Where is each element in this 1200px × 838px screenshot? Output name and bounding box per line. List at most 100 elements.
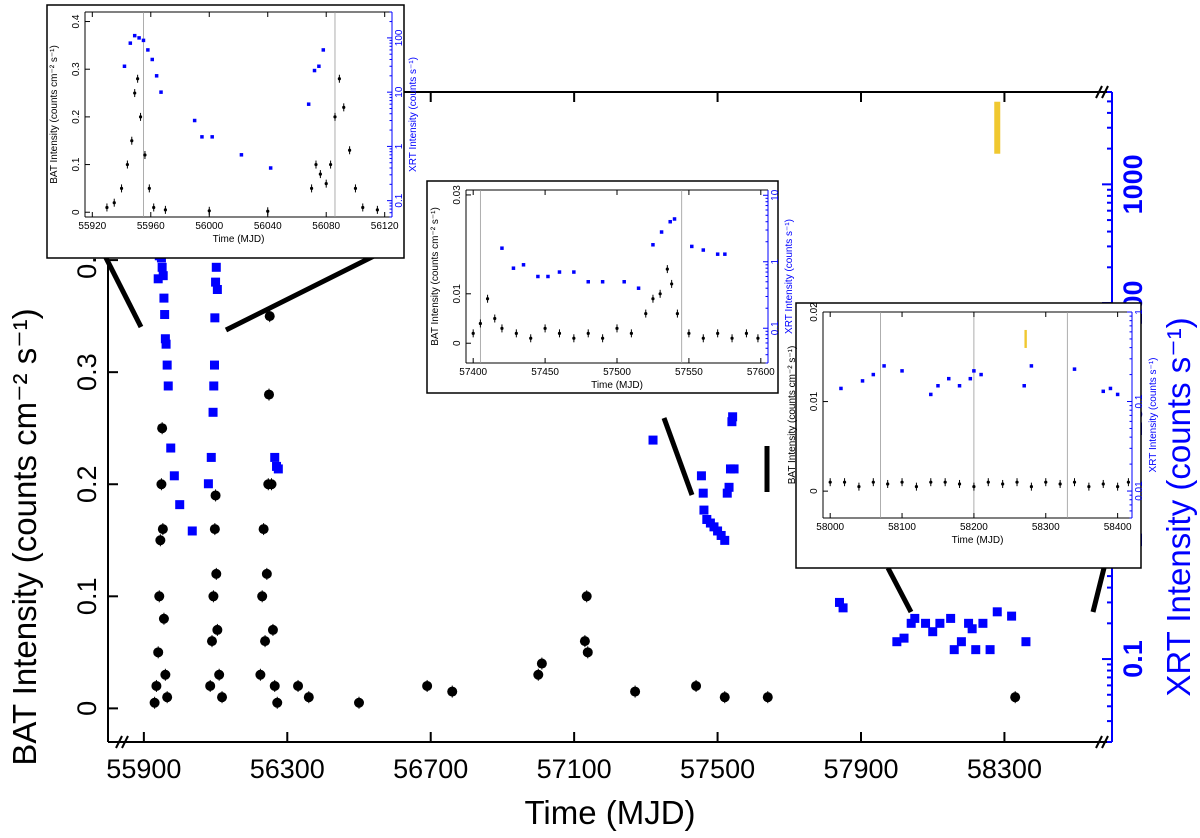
x-tick-label: 57400 [459, 367, 487, 378]
xrt-point [979, 372, 983, 377]
xrt-point [166, 443, 176, 453]
xrt-point [128, 41, 133, 45]
y-tick-label: 0.2 [71, 109, 82, 123]
bat-point [914, 485, 919, 489]
xrt-point [521, 263, 526, 267]
y2-axis-label: XRT Intensity (counts s⁻¹) [1160, 317, 1197, 696]
xrt-point [899, 633, 909, 643]
bat-point [255, 669, 266, 680]
xrt-point [209, 381, 219, 391]
bat-point [886, 482, 890, 486]
bat-point [125, 162, 129, 167]
xrt-point [900, 369, 904, 373]
x-tick-label: 58400 [1104, 522, 1132, 533]
bat-point [353, 186, 358, 190]
axis-break [1095, 85, 1103, 99]
y2-tick-label: 100 [394, 29, 405, 46]
xrt-point [838, 603, 848, 613]
bat-point [272, 697, 283, 708]
xrt-point [892, 637, 902, 647]
xrt-point [192, 118, 197, 123]
bat-point [929, 480, 933, 484]
bat-point [1058, 482, 1062, 486]
y-tick-label: 0.02 [809, 302, 820, 322]
bat-point [208, 591, 219, 602]
xrt-point [536, 274, 540, 279]
bat-point [857, 485, 861, 489]
bat-point [1029, 485, 1033, 489]
bat-point [514, 331, 518, 335]
bat-point [105, 205, 109, 210]
xrt-point [211, 277, 221, 287]
zoom-connector-line [885, 566, 914, 614]
xrt-point [699, 505, 709, 515]
x-tick-label: 58200 [960, 522, 988, 533]
x-tick-label: 58000 [816, 522, 844, 533]
bat-point [842, 480, 847, 484]
xrt-point [546, 274, 550, 279]
inset-panels: 55920 55960 56000 56040 56080 56120 0 0.1 0.2 0.3… [46, 4, 1159, 569]
bat-point [205, 680, 216, 691]
series-xrt [500, 217, 727, 290]
bat-point [143, 153, 147, 157]
bat-point [691, 680, 702, 691]
bat-point [629, 331, 633, 335]
xrt-point [716, 530, 726, 540]
xrt-point [834, 597, 844, 607]
xrt-point [209, 360, 219, 370]
xrt-point [659, 230, 664, 234]
bat-point [557, 331, 562, 335]
bat-point [149, 697, 160, 708]
bat-point [269, 680, 280, 691]
xrt-point [921, 618, 931, 628]
y2-tick-label: 1000 [1118, 154, 1148, 214]
xrt-point [947, 376, 951, 381]
xrt-point [622, 280, 626, 284]
xrt-point [1021, 637, 1031, 647]
y2-tick-label: 0.1 [394, 193, 405, 207]
y2-tick-label: 1 [394, 143, 405, 149]
xrt-point [169, 471, 179, 481]
y2-tick-label: 10 [770, 189, 781, 201]
marker-bar [1024, 329, 1027, 348]
y2-tick-label: 0.01 [1134, 481, 1145, 501]
bat-point [871, 480, 875, 484]
y-axis-label: BAT Intensity (counts cm⁻² s⁻¹) [430, 207, 441, 346]
xrt-point [160, 310, 170, 320]
xrt-point [511, 266, 516, 270]
bat-point [361, 205, 365, 210]
bat-point [756, 336, 760, 340]
bat-point [644, 311, 648, 316]
bat-point [658, 292, 662, 296]
x-axis-label: Time (MJD) [591, 380, 643, 391]
bat-point [1044, 480, 1048, 484]
bat-point [471, 331, 475, 335]
bat-point [529, 336, 533, 340]
bat-point [267, 624, 278, 635]
xrt-point [210, 135, 214, 139]
xrt-point [971, 645, 981, 655]
xrt-point [161, 339, 171, 349]
y-tick-label: 0.01 [452, 284, 463, 304]
axis-break [115, 735, 123, 749]
series-xrt [839, 364, 1120, 397]
x-tick-label: 56000 [195, 221, 223, 232]
xrt-point [162, 360, 172, 370]
bat-point [348, 148, 352, 152]
bat-point [500, 326, 504, 330]
bat-point [157, 524, 168, 535]
xrt-point [672, 217, 677, 221]
bat-point [1116, 485, 1120, 489]
bat-point [214, 669, 225, 680]
y2-axis-label: XRT Intensity (counts s⁻¹) [1148, 358, 1159, 473]
xrt-point [935, 618, 945, 628]
y2-tick-label: 0.1 [1134, 394, 1145, 408]
bat-point [333, 115, 337, 119]
bat-point [719, 692, 730, 703]
xrt-point [968, 376, 973, 381]
y-axis-label: BAT Intensity (counts cm⁻² s⁻¹) [49, 45, 60, 184]
x-axis-label: Time (MJD) [524, 794, 695, 831]
x-tick-label: 57500 [603, 367, 631, 378]
bat-point [133, 91, 137, 95]
